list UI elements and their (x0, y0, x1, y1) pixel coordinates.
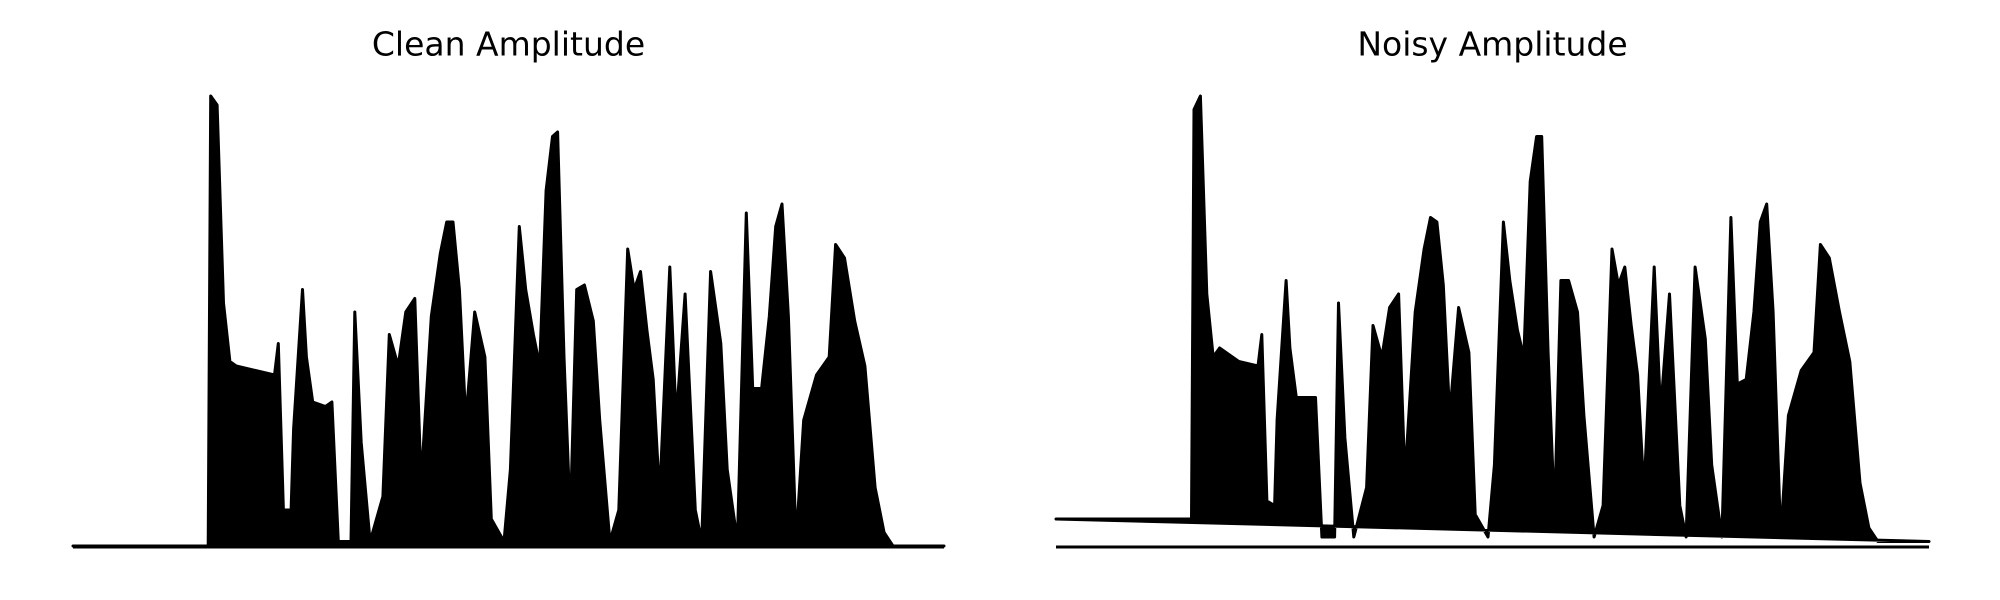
amplitude-area (1054, 94, 1931, 543)
chart-title: Noisy Amplitude (1357, 25, 1627, 64)
chart-title: Clean Amplitude (372, 25, 645, 64)
amplitude-area (71, 94, 946, 548)
